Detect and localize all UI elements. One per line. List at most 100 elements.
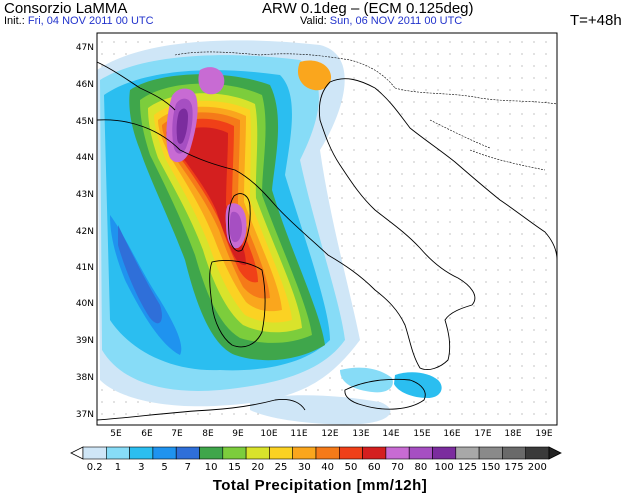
colorbar-label: 200 (528, 462, 547, 473)
colorbar-swatch (106, 446, 130, 460)
org-title: Consorzio LaMMA (4, 0, 128, 17)
colorbar-label: 3 (138, 462, 144, 473)
lat-label: 45N (76, 117, 94, 127)
lon-label: 11E (290, 429, 307, 439)
colorbar-swatch (199, 446, 224, 460)
precip-band-7 (118, 225, 162, 324)
lon-labels: 5E 6E 7E 8E 9E 10E 11E 12E 13E 14E 15E 1… (110, 429, 553, 439)
colorbar-min-arrow (70, 446, 84, 460)
colorbar-label: 175 (505, 462, 524, 473)
lat-label: 40N (76, 299, 94, 309)
lon-label: 9E (232, 429, 244, 439)
alpine-border (174, 51, 396, 89)
colorbar-label: 125 (458, 462, 477, 473)
colorbar-label: 100 (435, 462, 454, 473)
lon-label: 7E (171, 429, 183, 439)
colorbar-label: 80 (414, 462, 427, 473)
lon-label: 5E (110, 429, 122, 439)
colorbar-label: 15 (228, 462, 241, 473)
colorbar-label: 50 (345, 462, 358, 473)
precip-band-3 (394, 372, 442, 398)
lat-label: 47N (76, 43, 94, 53)
colorbar-label: 0.2 (87, 462, 103, 473)
init-label: Init.: (4, 15, 25, 27)
lon-label: 19E (535, 429, 552, 439)
colorbar-swatch (408, 446, 433, 460)
lat-label: 43N (76, 190, 94, 200)
colorbar-swatch (245, 446, 270, 460)
lead-time: T=+48h (570, 12, 622, 29)
valid-label: Valid: (300, 15, 327, 27)
colorbar-swatch (292, 446, 317, 460)
colorbar-label: 20 (251, 462, 264, 473)
lat-label: 37N (76, 410, 94, 420)
lon-label: 8E (202, 429, 214, 439)
lon-label: 18E (504, 429, 521, 439)
colorbar-swatch (82, 446, 107, 460)
lon-label: 10E (260, 429, 277, 439)
init-line: Init.: Fri, 04 NOV 2011 00 UTC (4, 15, 154, 27)
colorbar-swatch (152, 446, 177, 460)
colorbar-swatch (432, 446, 457, 460)
valid-value: Sun, 06 NOV 2011 00 UTC (329, 15, 463, 27)
corsica-outline (228, 193, 251, 252)
lon-label: 12E (321, 429, 338, 439)
colorbar-label: 30 (298, 462, 311, 473)
colorbar: 0.2 1 3 5 7 10 15 20 25 30 40 50 60 70 80 100 125 150 175 2… (70, 446, 562, 473)
lat-label: 42N (76, 227, 94, 237)
balkan-borders (394, 87, 557, 171)
colorbar-swatch (338, 446, 363, 460)
lon-label: 17E (474, 429, 491, 439)
colorbar-swatch (525, 446, 550, 460)
coastlines (97, 61, 557, 421)
lon-label: 15E (413, 429, 430, 439)
balkan-coastline (374, 87, 557, 261)
lat-label: 46N (76, 80, 94, 90)
lon-label: 14E (382, 429, 399, 439)
colorbar-label: 7 (185, 462, 191, 473)
map-frame (96, 32, 558, 426)
model-title: ARW 0.1deg – (ECM 0.125deg) (262, 0, 474, 17)
sicily-outline (344, 378, 426, 410)
colorbar-label: 25 (275, 462, 288, 473)
lat-label: 39N (76, 336, 94, 346)
precip-band-30 (297, 60, 332, 91)
colorbar-swatch (455, 446, 480, 460)
italy-coastline (97, 78, 476, 371)
colorbar-swatch (478, 446, 503, 460)
colorbar-label: 70 (391, 462, 404, 473)
colorbar-swatch (362, 446, 387, 460)
precip-band-100 (176, 108, 188, 144)
colorbar-label: 1 (115, 462, 121, 473)
colorbar-label: 150 (481, 462, 500, 473)
colorbar-swatch (269, 446, 293, 460)
colorbar-label: 40 (321, 462, 334, 473)
africa-coastline (97, 399, 306, 421)
colorbar-label: 60 (368, 462, 381, 473)
borders (174, 51, 557, 171)
colorbar-swatch (175, 446, 200, 460)
lon-label: 13E (352, 429, 369, 439)
colorbar-label: 5 (161, 462, 167, 473)
lon-label: 6E (141, 429, 153, 439)
colorbar-label: 10 (205, 462, 218, 473)
lat-label: 44N (76, 153, 94, 163)
lat-labels: 47N 46N 45N 44N 43N 42N 41N 40N 39N 38N … (76, 43, 94, 420)
lat-label: 41N (76, 263, 94, 273)
precip-band-80 (229, 211, 242, 243)
sardinia-outline (209, 259, 266, 348)
colorbar-swatch (315, 446, 340, 460)
valid-line: Valid: Sun, 06 NOV 2011 00 UTC (300, 15, 462, 27)
gulf-lion-coast (97, 61, 176, 111)
init-value: Fri, 04 NOV 2011 00 UTC (27, 15, 154, 27)
colorbar-swatch (222, 446, 247, 460)
colorbar-swatch (129, 446, 154, 460)
lon-label: 16E (443, 429, 460, 439)
colorbar-swatch (385, 446, 410, 460)
colorbar-title: Total Precipitation [mm/12h] (213, 477, 428, 494)
colorbar-max-arrow (548, 446, 562, 460)
colorbar-swatch (502, 446, 526, 460)
lat-label: 38N (76, 373, 94, 383)
precip-band-70 (198, 67, 225, 95)
